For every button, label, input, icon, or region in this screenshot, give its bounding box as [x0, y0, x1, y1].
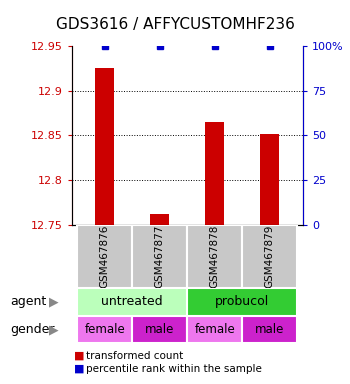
Text: untreated: untreated: [102, 295, 163, 308]
Bar: [187, 316, 242, 343]
Text: ▶: ▶: [49, 323, 59, 336]
Text: female: female: [84, 323, 125, 336]
Bar: [77, 288, 187, 316]
Text: GSM467878: GSM467878: [210, 225, 220, 288]
Bar: [150, 214, 169, 225]
Text: transformed count: transformed count: [86, 351, 183, 361]
Text: percentile rank within the sample: percentile rank within the sample: [86, 364, 262, 374]
Bar: [95, 68, 114, 225]
Text: GSM467876: GSM467876: [100, 225, 110, 288]
Bar: [242, 225, 297, 288]
Text: female: female: [194, 323, 235, 336]
Bar: [132, 225, 187, 288]
Bar: [242, 316, 297, 343]
Text: probucol: probucol: [215, 295, 270, 308]
Bar: [187, 225, 242, 288]
Bar: [132, 316, 187, 343]
Text: ■: ■: [74, 351, 84, 361]
Text: gender: gender: [10, 323, 55, 336]
Bar: [77, 225, 132, 288]
Text: ■: ■: [74, 364, 84, 374]
Bar: [187, 288, 297, 316]
Text: GSM467879: GSM467879: [265, 225, 275, 288]
Bar: [77, 316, 132, 343]
Text: agent: agent: [10, 295, 47, 308]
Bar: [260, 134, 279, 225]
Text: male: male: [255, 323, 285, 336]
Text: GSM467877: GSM467877: [155, 225, 165, 288]
Text: male: male: [145, 323, 174, 336]
Text: GDS3616 / AFFYCUSTOMHF236: GDS3616 / AFFYCUSTOMHF236: [56, 17, 294, 32]
Bar: [205, 122, 224, 225]
Text: ▶: ▶: [49, 295, 59, 308]
